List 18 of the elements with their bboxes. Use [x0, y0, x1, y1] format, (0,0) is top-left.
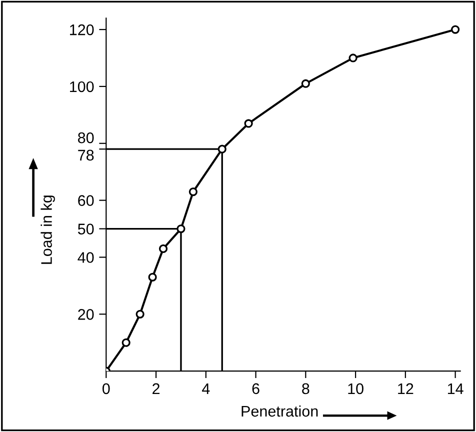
x-tick-label: 10 [348, 383, 364, 394]
y-tick-label: 20 [78, 309, 94, 320]
x-tick-label: 12 [398, 383, 414, 394]
y-tick-label: 60 [78, 195, 94, 206]
y-axis-title: Load in kg [40, 196, 55, 264]
x-tick-label: 4 [202, 383, 210, 394]
x-axis-title: Penetration [242, 405, 318, 417]
x-tick-label: 2 [152, 383, 160, 394]
x-tick-label: 14 [448, 383, 464, 394]
y-tick-label: 50 [78, 224, 94, 234]
y-tick-label: 78 [78, 150, 94, 161]
y-tick-label: 40 [78, 252, 94, 263]
y-tick-label: 80 [78, 132, 94, 144]
x-tick-label: 6 [252, 383, 260, 394]
y-tick-label: 120 [70, 24, 94, 36]
y-tick-label: 100 [70, 81, 94, 92]
x-tick-label: 0 [102, 383, 110, 394]
x-tick-label: 8 [302, 383, 310, 394]
